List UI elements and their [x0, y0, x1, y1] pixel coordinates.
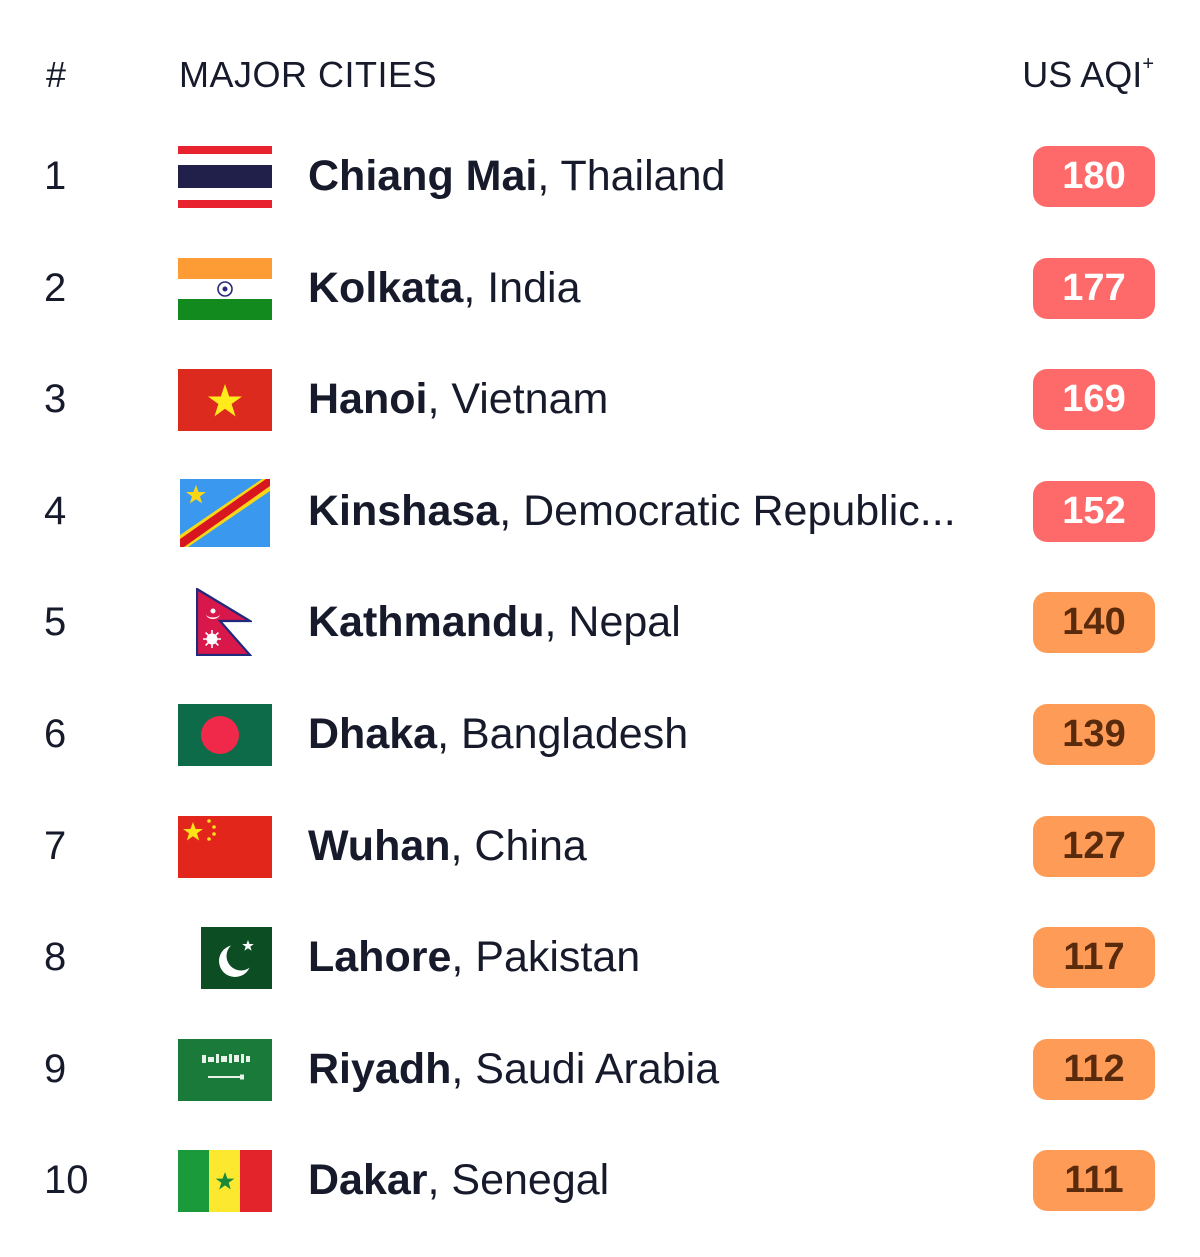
aqi-badge: 180	[1033, 146, 1155, 207]
aqi-badge: 112	[1033, 1038, 1155, 1100]
aqi-badge: 127	[1033, 815, 1155, 877]
saudi-arabia-flag-icon	[178, 1038, 272, 1101]
table-row[interactable]: 5 Kathmandu, Nepal 140	[0, 568, 1200, 680]
aqi-plus-icon: +	[1142, 53, 1154, 75]
bangladesh-flag-icon	[178, 703, 272, 766]
aqi-badge: 111	[1033, 1150, 1155, 1212]
city-name[interactable]: Dakar, Senegal	[308, 1156, 610, 1205]
aqi-badge: 117	[1033, 927, 1155, 989]
us-aqi-column-header[interactable]: US AQI+	[1022, 53, 1154, 96]
rank-number: 6	[44, 711, 67, 756]
table-row[interactable]: 9 Riyadh, Saudi Arabia 112	[0, 1015, 1200, 1127]
city-name[interactable]: Chiang Mai, Thailand	[308, 152, 726, 200]
city-ranking-list: 1 Chiang Mai, Thailand 180 2 Kolkata, In…	[0, 122, 1200, 1238]
city-name[interactable]: Hanoi, Vietnam	[308, 375, 609, 424]
dr-congo-flag-icon	[180, 478, 270, 547]
table-row[interactable]: 10 Dakar, Senegal 111	[0, 1126, 1200, 1238]
rank-number: 10	[44, 1158, 89, 1203]
table-row[interactable]: 4 Kinshasa, Democratic Republic... 152	[0, 457, 1200, 569]
us-aqi-label: US AQI	[1022, 54, 1143, 95]
city-name[interactable]: Dhaka, Bangladesh	[308, 709, 689, 758]
pakistan-flag-icon	[201, 927, 272, 990]
rank-number: 8	[44, 935, 67, 980]
aqi-badge: 152	[1033, 480, 1155, 542]
rank-number: 7	[44, 823, 67, 868]
rank-number: 3	[44, 377, 67, 422]
table-row[interactable]: 2 Kolkata, India 177	[0, 234, 1200, 346]
table-header: # MAJOR CITIES US AQI+	[0, 50, 1200, 100]
table-row[interactable]: 3 Hanoi, Vietnam 169	[0, 345, 1200, 457]
table-row[interactable]: 7 Wuhan, China 127	[0, 792, 1200, 904]
city-name[interactable]: Lahore, Pakistan	[308, 933, 641, 982]
rank-number: 2	[44, 265, 67, 310]
india-flag-icon	[178, 257, 272, 320]
city-name[interactable]: Riyadh, Saudi Arabia	[308, 1044, 720, 1093]
rank-number: 1	[44, 154, 67, 198]
city-name[interactable]: Kathmandu, Nepal	[308, 598, 681, 647]
aqi-badge: 169	[1033, 369, 1155, 431]
china-flag-icon	[178, 815, 272, 878]
city-name[interactable]: Kolkata, India	[308, 263, 581, 312]
vietnam-flag-icon	[178, 369, 272, 432]
rank-column-header: #	[46, 54, 67, 95]
aqi-badge: 139	[1033, 703, 1155, 765]
city-name[interactable]: Kinshasa, Democratic Republic...	[308, 486, 956, 535]
rank-number: 5	[44, 600, 67, 645]
aqi-badge: 140	[1033, 592, 1155, 654]
thailand-flag-icon	[178, 146, 272, 208]
rank-number: 4	[44, 488, 67, 533]
nepal-flag-icon	[196, 588, 252, 657]
senegal-flag-icon	[178, 1150, 272, 1213]
aqi-badge: 177	[1033, 257, 1155, 319]
table-row[interactable]: 6 Dhaka, Bangladesh 139	[0, 680, 1200, 792]
table-row[interactable]: 8 Lahore, Pakistan 117	[0, 903, 1200, 1015]
city-name[interactable]: Wuhan, China	[308, 821, 587, 870]
rank-number: 9	[44, 1046, 67, 1091]
table-row[interactable]: 1 Chiang Mai, Thailand 180	[0, 122, 1200, 234]
major-cities-column-header: MAJOR CITIES	[179, 54, 438, 95]
